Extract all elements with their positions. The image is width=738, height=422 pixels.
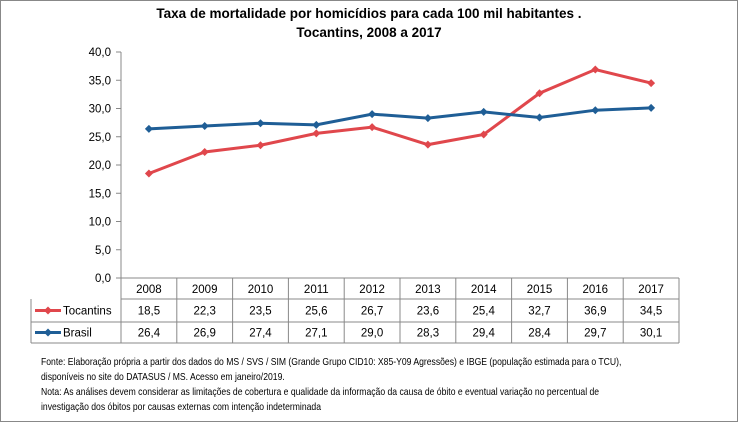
table-cell: 29,4 [473,328,496,340]
note-line-2: investigação dos óbitos por causas exter… [41,401,321,413]
legend-marker [44,306,52,315]
data-point [256,119,265,128]
x-tick-label: 2009 [192,284,218,296]
y-tick-label: 20,0 [89,160,111,172]
data-point [200,148,209,157]
x-tick-label: 2015 [527,284,553,296]
data-point [256,141,265,150]
table-cell: 34,5 [640,306,662,318]
table-cell: 23,6 [417,306,439,318]
y-tick-label: 10,0 [89,217,111,229]
table-cell: 32,7 [528,306,550,318]
legend-marker [44,328,52,337]
table-cell: 23,5 [249,306,271,318]
legend-label: Brasil [63,328,92,340]
x-tick-label: 2011 [304,284,329,296]
table-cell: 27,1 [305,328,327,340]
table-cell: 29,7 [584,328,606,340]
y-tick-label: 15,0 [89,188,111,200]
data-point [535,89,544,98]
note-line-1: Nota: As análises devem considerar as li… [41,386,600,398]
source-note: Fonte: Elaboração própria a partir dos d… [41,355,621,415]
y-tick-label: 35,0 [89,75,111,87]
data-point [535,113,544,122]
table-cell: 26,4 [138,328,161,340]
data-point [479,130,488,139]
x-tick-label: 2010 [248,284,274,296]
table-cell: 18,5 [138,306,160,318]
chart-svg: 0,0 5,0 10,0 15,0 20,0 25,0 30,0 35,0 40,0 2008 20… [30,47,680,344]
x-tick-label: 2013 [415,284,441,296]
data-point [591,106,600,115]
data-point [368,110,377,119]
table-cell: 25,6 [305,306,327,318]
y-tick-label: 30,0 [89,104,111,116]
table-cell: 25,4 [473,306,496,318]
table-cell: 26,7 [361,306,383,318]
data-point [647,103,656,112]
x-tick-label: 2012 [359,284,385,296]
table-cell: 28,3 [417,328,439,340]
chart-title: Taxa de mortalidade por homicídios para … [156,6,582,21]
series-line-tocantins [148,67,652,175]
table-cell: 29,0 [361,328,383,340]
table-cell: 27,4 [249,328,272,340]
y-tick-label: 40,0 [89,47,111,59]
x-tick-label: 2016 [583,284,609,296]
y-tick-label: 25,0 [89,132,111,144]
data-point [479,107,488,116]
y-tick-label: 0,0 [95,273,111,285]
series-line-brasil [148,106,652,131]
table-cell: 26,9 [194,328,216,340]
data-point [312,129,321,138]
data-point [200,122,209,131]
legend-label: Tocantins [63,306,112,318]
x-tick-label: 2014 [471,284,497,296]
x-tick-label: 2008 [136,284,162,296]
data-point [312,120,321,129]
data-point [647,79,656,88]
chart-subtitle: Tocantins, 2008 a 2017 [296,25,442,40]
data-point [368,123,377,132]
x-tick-label: 2017 [638,284,664,296]
y-tick-label: 5,0 [95,245,111,257]
source-line-1: Fonte: Elaboração própria a partir dos d… [41,356,622,368]
source-line-2: disponíveis no site do DATASUS / MS. Ace… [41,371,285,383]
table-cell: 36,9 [584,306,606,318]
table-cell: 28,4 [528,328,551,340]
table-cell: 30,1 [640,328,662,340]
data-point [423,114,432,123]
data-point [591,65,600,74]
data-point [144,169,153,178]
table-cell: 22,3 [194,306,216,318]
data-point [423,140,432,149]
data-point [144,124,153,133]
